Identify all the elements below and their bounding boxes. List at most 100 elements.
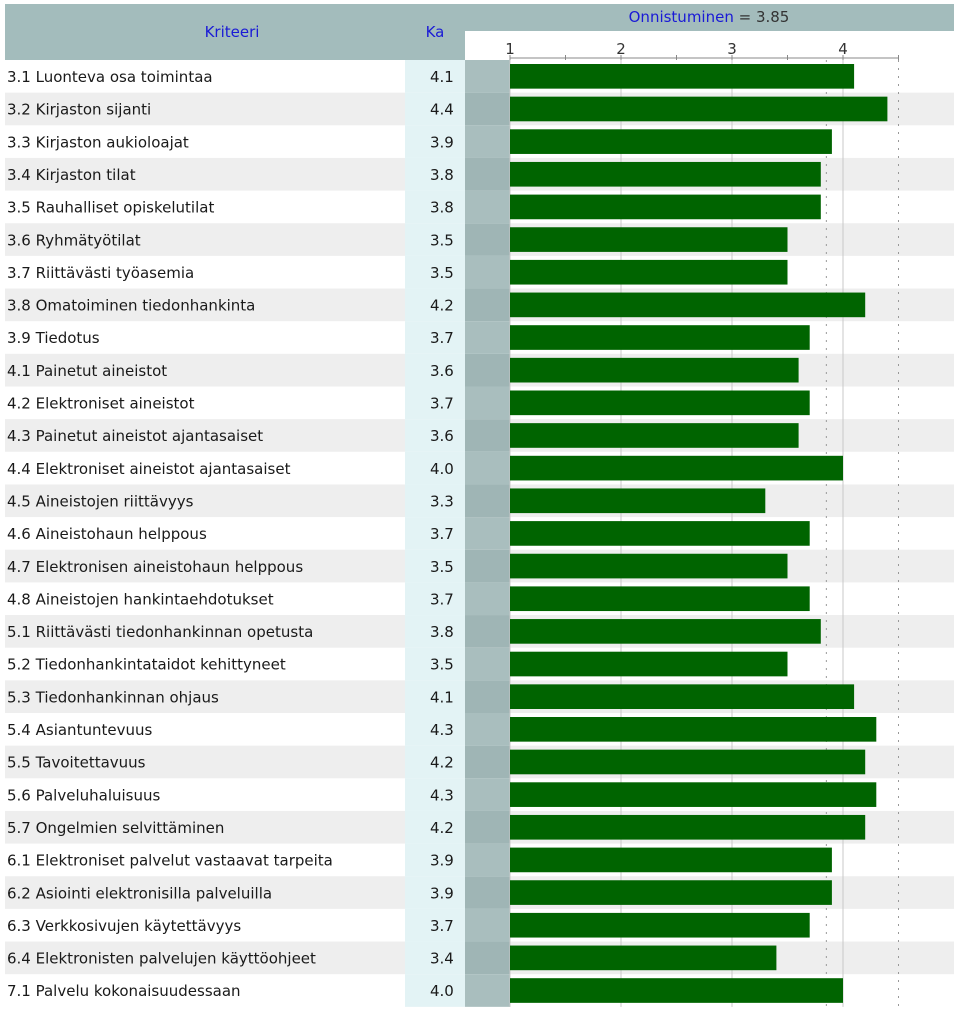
mean-cell-background bbox=[405, 908, 465, 942]
criteria-label: 4.2 Elektroniset aineistot bbox=[7, 395, 195, 413]
mean-value-label: 3.5 bbox=[430, 264, 454, 282]
mean-value-label: 3.3 bbox=[430, 492, 454, 510]
criteria-label: 3.9 Tiedotus bbox=[7, 329, 100, 347]
bar bbox=[510, 455, 843, 481]
bar bbox=[510, 64, 855, 89]
criteria-label: 4.6 Aineistohaun helppous bbox=[7, 525, 207, 543]
row-background bbox=[5, 549, 405, 583]
success-equals: = bbox=[734, 8, 756, 26]
mean-value-label: 3.9 bbox=[430, 852, 454, 870]
mean-value-label: 3.6 bbox=[430, 427, 454, 445]
axis-strip-background bbox=[465, 451, 510, 485]
mean-cell-background bbox=[405, 517, 465, 550]
criteria-label: 3.2 Kirjaston sijanti bbox=[7, 101, 151, 119]
mean-value-label: 3.8 bbox=[430, 623, 454, 641]
x-axis: 1 2 3 4 bbox=[505, 40, 899, 60]
bar bbox=[510, 684, 855, 709]
mean-cell-background bbox=[405, 713, 465, 746]
bar bbox=[510, 847, 832, 873]
mean-value-label: 4.0 bbox=[430, 982, 454, 1000]
mean-cell-background bbox=[405, 321, 465, 354]
bar bbox=[510, 161, 821, 187]
mean-cell-background bbox=[405, 92, 465, 126]
success-header-title: Onnistuminen = 3.85 bbox=[629, 8, 790, 26]
criteria-label: 3.5 Rauhalliset opiskelutilat bbox=[7, 199, 214, 217]
mean-value-label: 4.3 bbox=[430, 721, 454, 739]
bar bbox=[510, 586, 810, 612]
bar bbox=[510, 129, 832, 154]
mean-value-label: 3.8 bbox=[430, 199, 454, 217]
row-background bbox=[5, 876, 405, 909]
mean-cell-background bbox=[405, 810, 465, 844]
bar bbox=[510, 717, 877, 742]
criteria-label: 4.7 Elektronisen aineistohaun helppous bbox=[7, 558, 303, 576]
bar bbox=[510, 521, 810, 546]
criteria-label: 5.4 Asiantuntevuus bbox=[7, 721, 152, 739]
mean-value-label: 4.2 bbox=[430, 297, 454, 315]
axis-strip-background bbox=[465, 843, 510, 877]
criteria-header-bg bbox=[5, 4, 405, 60]
mean-value-label: 3.5 bbox=[430, 656, 454, 674]
mean-cell-background bbox=[405, 974, 465, 1007]
criteria-label: 4.4 Elektroniset aineistot ajantasaiset bbox=[7, 460, 291, 478]
criteria-label: 5.1 Riittävästi tiedonhankinnan opetusta bbox=[7, 623, 313, 641]
mean-cell-background bbox=[405, 778, 465, 811]
row-labels: 3.1 Luonteva osa toimintaa 4.1 3.2 Kirjast… bbox=[7, 68, 454, 1000]
row-background bbox=[5, 615, 405, 648]
mean-cell-background bbox=[405, 451, 465, 485]
x-tick-label: 2 bbox=[616, 40, 626, 58]
mean-header-label: Ka bbox=[426, 23, 445, 41]
bar bbox=[510, 553, 788, 579]
axis-strip-background bbox=[465, 974, 510, 1007]
criteria-label: 5.3 Tiedonhankinnan ohjaus bbox=[7, 688, 219, 706]
criteria-label: 3.8 Omatoiminen tiedonhankinta bbox=[7, 297, 255, 315]
row-background bbox=[5, 745, 405, 779]
row-background bbox=[5, 941, 405, 975]
axis-strip-background bbox=[465, 680, 510, 713]
axis-strip-background bbox=[465, 745, 510, 779]
axis-strip-background bbox=[465, 810, 510, 844]
axis-strip-background bbox=[465, 321, 510, 354]
row-background bbox=[5, 353, 405, 387]
bar bbox=[510, 96, 888, 122]
criteria-label: 3.6 Ryhmätyötilat bbox=[7, 231, 141, 249]
axis-strip-background bbox=[465, 582, 510, 616]
axis-strip-background bbox=[465, 157, 510, 191]
criteria-header-label: Kriteeri bbox=[205, 23, 260, 41]
mean-value-label: 3.8 bbox=[430, 166, 454, 184]
criteria-label: 4.8 Aineistojen hankintaehdotukset bbox=[7, 590, 274, 608]
criteria-label: 5.7 Ongelmien selvittäminen bbox=[7, 819, 224, 837]
mean-cell-background bbox=[405, 843, 465, 877]
success-label: Onnistuminen bbox=[629, 8, 734, 26]
row-background bbox=[5, 680, 405, 713]
axis-strip-background bbox=[465, 255, 510, 289]
criteria-label: 5.2 Tiedonhankintataidot kehittyneet bbox=[7, 656, 286, 674]
axis-strip-background bbox=[465, 125, 510, 158]
bar bbox=[510, 357, 799, 383]
axis-strip-background bbox=[465, 190, 510, 224]
bar bbox=[510, 423, 799, 448]
mean-cell-background bbox=[405, 745, 465, 779]
mean-cell-background bbox=[405, 680, 465, 713]
mean-value-label: 4.2 bbox=[430, 819, 454, 837]
mean-value-label: 4.1 bbox=[430, 68, 454, 86]
bar bbox=[510, 651, 788, 677]
axis-strip-background bbox=[465, 223, 510, 256]
axis-strip-background bbox=[465, 615, 510, 648]
mean-cell-background bbox=[405, 157, 465, 191]
mean-cell-background bbox=[405, 876, 465, 909]
bar bbox=[510, 325, 810, 350]
mean-value-label: 3.9 bbox=[430, 884, 454, 902]
mean-value-label: 3.7 bbox=[430, 590, 454, 608]
bar bbox=[510, 227, 788, 252]
axis-strip-background bbox=[465, 60, 510, 93]
criteria-label: 3.1 Luonteva osa toimintaa bbox=[7, 68, 213, 86]
criteria-label: 3.4 Kirjaston tilat bbox=[7, 166, 136, 184]
axis-strip-background bbox=[465, 419, 510, 452]
axis-strip-background bbox=[465, 92, 510, 126]
bar bbox=[510, 749, 866, 775]
mean-cell-background bbox=[405, 386, 465, 420]
bar bbox=[510, 880, 832, 905]
bar bbox=[510, 814, 866, 840]
axis-strip-background bbox=[465, 778, 510, 811]
